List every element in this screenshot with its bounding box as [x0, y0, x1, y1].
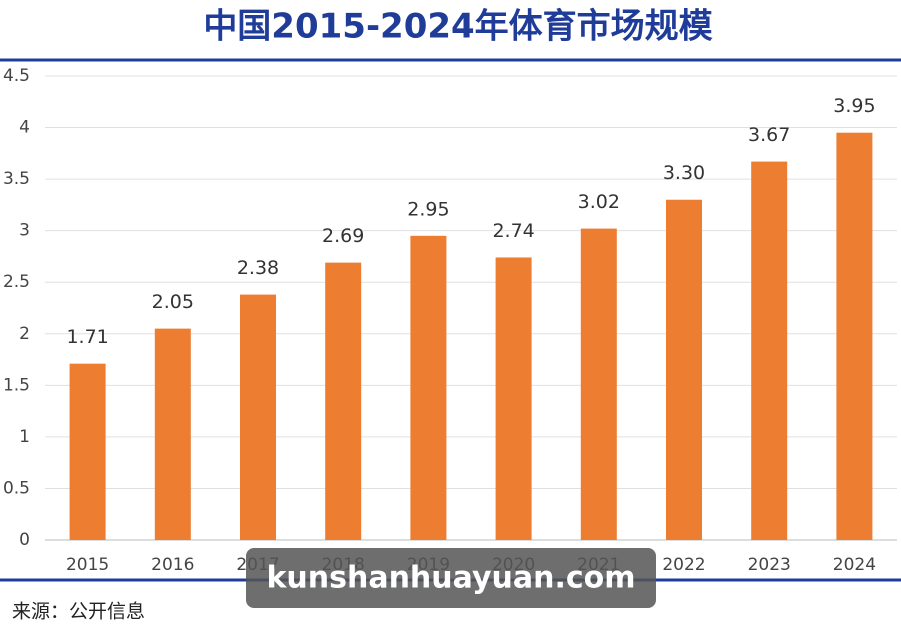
bar — [325, 262, 362, 540]
y-tick-label: 1 — [19, 427, 30, 447]
bar — [751, 161, 788, 541]
y-tick-label: 4 — [19, 118, 30, 138]
x-tick-label: 2023 — [748, 555, 791, 575]
y-tick-label: 0.5 — [3, 478, 30, 498]
data-label: 3.95 — [833, 95, 875, 117]
source-note: 来源：公开信息 — [12, 601, 145, 623]
watermark: kunshanhuayuan.com — [266, 561, 635, 596]
y-tick-label: 4.5 — [3, 66, 30, 86]
y-tick-label: 3 — [19, 221, 30, 241]
bar — [836, 132, 873, 540]
data-label: 1.71 — [66, 326, 108, 348]
data-label: 2.69 — [322, 225, 364, 247]
y-tick-label: 2.5 — [3, 272, 30, 292]
data-label: 2.38 — [237, 257, 279, 279]
data-label: 3.67 — [748, 124, 790, 146]
bar — [69, 363, 106, 540]
bar — [154, 328, 191, 540]
x-tick-label: 2024 — [833, 555, 876, 575]
data-label: 2.95 — [407, 198, 449, 220]
data-label: 3.30 — [663, 162, 705, 184]
bar — [240, 294, 276, 540]
y-tick-label: 0 — [19, 530, 30, 550]
bar — [666, 199, 702, 540]
bar — [580, 228, 617, 541]
chart-title: 中国2015-2024年体育市场规模 — [203, 7, 712, 47]
x-tick-label: 2022 — [662, 555, 705, 575]
data-label: 2.74 — [492, 220, 534, 242]
y-tick-label: 3.5 — [3, 169, 30, 189]
bar — [410, 235, 447, 541]
bar — [495, 257, 532, 540]
x-tick-label: 2015 — [66, 555, 109, 575]
y-tick-label: 1.5 — [3, 375, 30, 395]
y-tick-label: 2 — [19, 324, 30, 344]
x-tick-label: 2016 — [151, 555, 194, 575]
watermark-box — [246, 548, 656, 608]
data-label: 3.02 — [578, 191, 620, 213]
data-label: 2.05 — [152, 291, 194, 313]
